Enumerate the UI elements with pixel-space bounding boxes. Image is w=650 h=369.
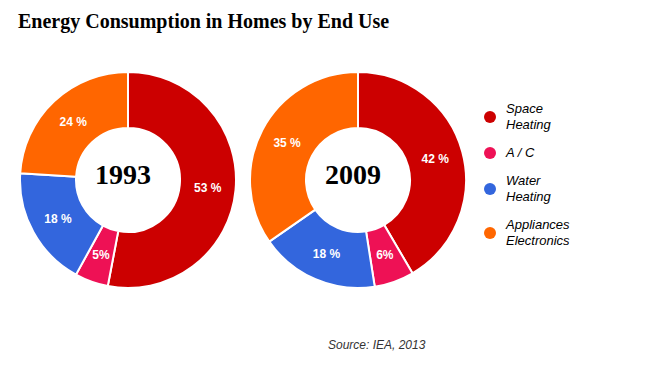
html-text:1993: 1993 xyxy=(95,159,151,190)
html-text:Electronics: Electronics xyxy=(506,233,570,248)
svg-text:42 %: 42 % xyxy=(422,152,450,166)
svg-text:24 %: 24 % xyxy=(60,115,88,129)
html-text:Heating: Heating xyxy=(506,189,551,204)
html-text:Heating: Heating xyxy=(506,117,551,132)
svg-text:18 %: 18 % xyxy=(44,212,72,226)
svg-text:35 %: 35 % xyxy=(273,136,301,150)
svg-text:5%: 5% xyxy=(92,248,110,262)
svg-text:53 %: 53 % xyxy=(194,181,222,195)
html-text:Source: IEA, 2013: Source: IEA, 2013 xyxy=(328,338,426,352)
html-text:2009: 2009 xyxy=(325,159,381,190)
svg-text:18 %: 18 % xyxy=(313,247,341,261)
html-text:Space: Space xyxy=(506,101,543,116)
html-text:A / C: A / C xyxy=(506,145,535,160)
html-text:Energy Consumption in Homes by: Energy Consumption in Homes by End Use xyxy=(18,10,390,32)
html-text:Appliances: Appliances xyxy=(506,217,570,232)
html-text:Water: Water xyxy=(506,173,541,188)
svg-text:6%: 6% xyxy=(376,248,394,262)
